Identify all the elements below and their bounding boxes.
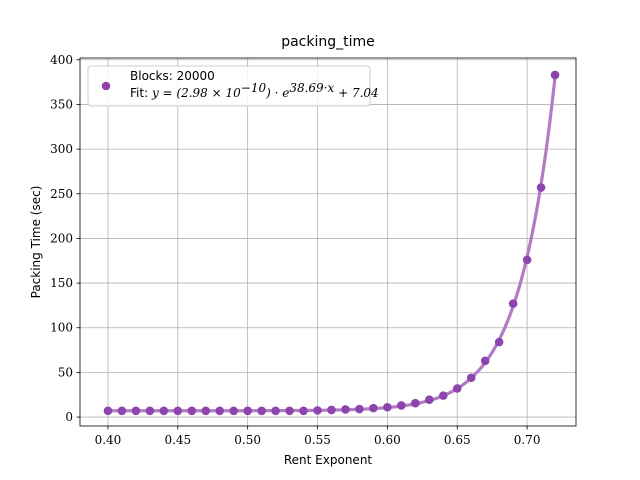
data-point [508, 299, 518, 308]
legend-entry-series: Blocks: 20000 [130, 69, 215, 83]
legend-fit-exp1: −10 [241, 81, 267, 95]
data-point [299, 406, 308, 416]
legend: Blocks: 20000 Fit: y = (2.98 × 10−10) · … [87, 65, 379, 107]
y-tick-label: 350 [50, 97, 73, 111]
data-point [131, 406, 141, 416]
data-point [466, 373, 476, 383]
data-point [355, 404, 364, 414]
x-tick-label: 0.50 [234, 433, 261, 447]
data-point [452, 384, 462, 393]
y-tick-label: 50 [58, 365, 73, 379]
data-point [145, 406, 155, 416]
data-point [257, 406, 266, 416]
y-tick-label: 250 [50, 187, 73, 201]
data-point [424, 395, 434, 404]
data-point [438, 391, 448, 400]
legend-marker [101, 81, 111, 91]
x-tick-label: 0.70 [514, 433, 541, 447]
data-point [369, 403, 378, 413]
x-tick-label: 0.45 [164, 433, 191, 447]
data-point [229, 406, 238, 416]
x-axis-ticks: 0.40 0.45 0.50 0.55 0.60 0.65 0.70 [95, 426, 541, 447]
legend-fit-mid: ) · e [265, 86, 289, 100]
chart-title: packing_time [281, 34, 375, 50]
y-tick-label: 400 [50, 53, 73, 67]
data-point [397, 401, 406, 410]
data-point [173, 406, 183, 416]
data-point [536, 183, 546, 192]
data-point [522, 255, 532, 265]
data-point [383, 402, 392, 412]
legend-fit-suffix: + 7.04 [334, 86, 378, 100]
legend-entry-fit: Fit: y = (2.98 × 10−10) · e38.69·x + 7.0… [130, 81, 379, 100]
legend-fit-prefix: Fit: [130, 86, 152, 100]
data-point [494, 337, 504, 347]
y-tick-label: 0 [65, 410, 73, 424]
x-tick-label: 0.60 [374, 433, 401, 447]
data-point [271, 406, 280, 416]
data-point [550, 70, 560, 80]
data-point [201, 406, 211, 416]
y-tick-label: 100 [50, 321, 73, 335]
legend-box [87, 65, 371, 107]
y-tick-label: 200 [50, 231, 73, 245]
points-layer [103, 70, 560, 416]
data-point [341, 405, 350, 414]
data-point [187, 406, 197, 416]
data-point [117, 406, 127, 416]
data-point [480, 356, 490, 366]
x-tick-label: 0.65 [444, 433, 471, 447]
x-tick-label: 0.55 [304, 433, 331, 447]
x-axis-label: Rent Exponent [284, 453, 373, 467]
y-tick-label: 150 [50, 276, 73, 290]
data-point [285, 406, 294, 416]
data-point [327, 405, 336, 415]
plot-frame [79, 57, 577, 427]
data-point [103, 406, 113, 416]
data-point [159, 406, 169, 416]
legend-fit-formula: y = (2.98 × 10 [151, 86, 241, 100]
x-tick-label: 0.40 [95, 433, 122, 447]
y-axis-label: Packing Time (sec) [29, 186, 43, 299]
y-tick-label: 300 [50, 142, 73, 156]
data-point [313, 406, 322, 415]
data-point [411, 398, 420, 408]
data-point [215, 406, 225, 416]
y-axis-ticks: 0 50 100 150 200 250 300 350 400 [50, 53, 80, 424]
data-point [243, 406, 252, 416]
legend-fit-exp2: 38.69·x [289, 81, 334, 95]
